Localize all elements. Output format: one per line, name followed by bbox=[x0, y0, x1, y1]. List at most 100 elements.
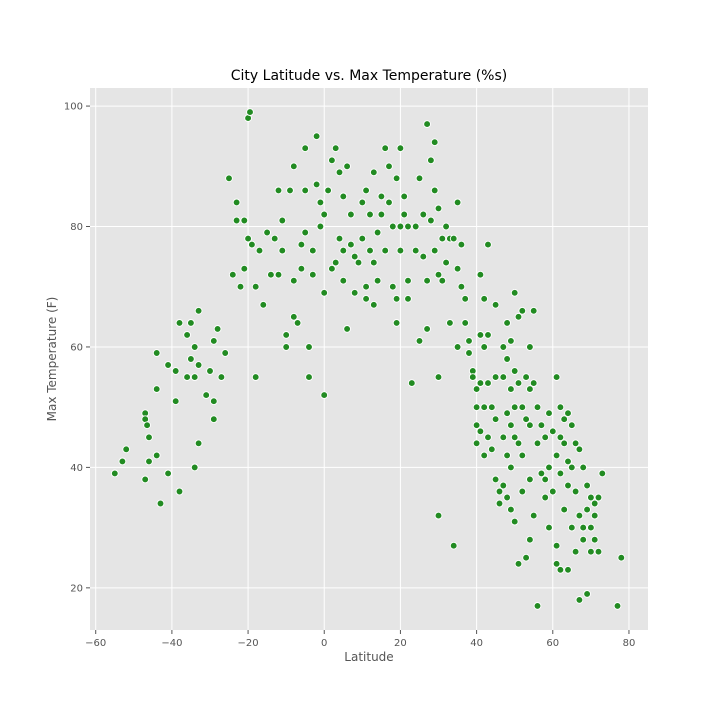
data-point bbox=[423, 325, 431, 333]
data-point bbox=[423, 120, 431, 128]
data-point bbox=[583, 481, 591, 490]
data-point bbox=[533, 602, 542, 610]
data-point bbox=[541, 493, 550, 502]
data-point bbox=[289, 276, 298, 285]
data-point bbox=[472, 421, 481, 430]
data-point bbox=[171, 367, 180, 375]
data-point bbox=[240, 264, 249, 273]
data-point bbox=[442, 258, 450, 267]
data-point bbox=[305, 343, 313, 351]
data-point bbox=[152, 385, 161, 393]
data-point bbox=[415, 174, 424, 183]
data-point bbox=[571, 547, 580, 556]
data-point bbox=[495, 487, 504, 496]
data-point bbox=[514, 439, 523, 448]
data-point bbox=[583, 505, 591, 514]
data-point bbox=[472, 403, 481, 412]
data-point bbox=[529, 379, 538, 387]
data-point bbox=[396, 144, 405, 153]
data-point bbox=[385, 162, 393, 171]
data-point bbox=[190, 463, 199, 472]
data-point bbox=[362, 294, 370, 303]
data-point bbox=[187, 355, 195, 363]
data-point bbox=[339, 246, 348, 255]
data-point bbox=[491, 373, 500, 381]
data-point bbox=[289, 162, 298, 171]
data-point bbox=[526, 535, 534, 544]
data-point bbox=[369, 168, 378, 177]
data-point bbox=[312, 132, 321, 141]
data-point bbox=[476, 270, 485, 279]
data-point bbox=[567, 421, 576, 430]
data-point bbox=[522, 415, 530, 424]
data-point bbox=[362, 186, 370, 195]
data-point bbox=[362, 282, 370, 291]
data-point bbox=[590, 511, 599, 520]
data-point bbox=[400, 210, 409, 219]
data-point bbox=[499, 343, 508, 351]
data-point bbox=[381, 144, 390, 153]
data-point bbox=[232, 216, 241, 225]
data-point bbox=[518, 487, 527, 496]
data-point bbox=[248, 240, 256, 249]
data-point bbox=[118, 457, 127, 466]
data-point bbox=[301, 228, 310, 237]
data-point bbox=[411, 222, 420, 231]
data-point bbox=[480, 403, 489, 412]
data-point bbox=[209, 415, 218, 424]
data-point bbox=[552, 559, 561, 568]
data-point bbox=[465, 349, 473, 357]
data-point bbox=[541, 475, 550, 484]
data-point bbox=[255, 246, 264, 255]
data-point bbox=[320, 288, 329, 297]
data-points bbox=[110, 108, 626, 610]
data-point bbox=[453, 264, 462, 273]
data-point bbox=[594, 493, 603, 502]
data-point bbox=[518, 403, 527, 412]
data-point bbox=[404, 294, 412, 303]
data-point bbox=[190, 373, 199, 381]
data-point bbox=[366, 210, 374, 219]
data-point bbox=[594, 547, 603, 556]
data-point bbox=[560, 415, 569, 424]
data-point bbox=[221, 349, 230, 357]
data-point bbox=[522, 553, 530, 562]
data-point bbox=[510, 433, 519, 442]
data-point bbox=[590, 499, 599, 508]
x-tick-label: 40 bbox=[470, 638, 483, 649]
data-point bbox=[308, 270, 317, 279]
data-point bbox=[354, 258, 363, 267]
data-point bbox=[514, 312, 523, 321]
data-point bbox=[507, 463, 515, 472]
data-point bbox=[430, 138, 439, 147]
data-point bbox=[537, 421, 546, 430]
x-tick-label: 0 bbox=[321, 638, 327, 649]
y-tick-label: 100 bbox=[64, 102, 83, 113]
data-point bbox=[453, 343, 462, 351]
data-point bbox=[507, 385, 515, 393]
data-point bbox=[552, 451, 561, 460]
data-point bbox=[183, 373, 191, 381]
data-point bbox=[110, 469, 119, 478]
data-point bbox=[194, 361, 203, 369]
data-point bbox=[419, 252, 428, 261]
data-point bbox=[457, 282, 466, 291]
data-point bbox=[476, 379, 485, 387]
data-point bbox=[507, 337, 515, 345]
data-point bbox=[510, 403, 519, 412]
data-point bbox=[377, 210, 386, 219]
data-point bbox=[251, 373, 260, 381]
data-point bbox=[564, 565, 572, 574]
data-point bbox=[190, 343, 199, 351]
data-point bbox=[514, 379, 523, 387]
data-point bbox=[548, 427, 557, 436]
data-point bbox=[564, 481, 572, 490]
x-tick-label: 20 bbox=[394, 638, 407, 649]
data-point bbox=[438, 234, 447, 243]
data-point bbox=[503, 451, 511, 460]
data-point bbox=[301, 144, 310, 153]
data-point bbox=[164, 469, 172, 478]
data-point bbox=[468, 373, 477, 381]
data-point bbox=[526, 343, 534, 351]
data-point bbox=[564, 457, 572, 466]
